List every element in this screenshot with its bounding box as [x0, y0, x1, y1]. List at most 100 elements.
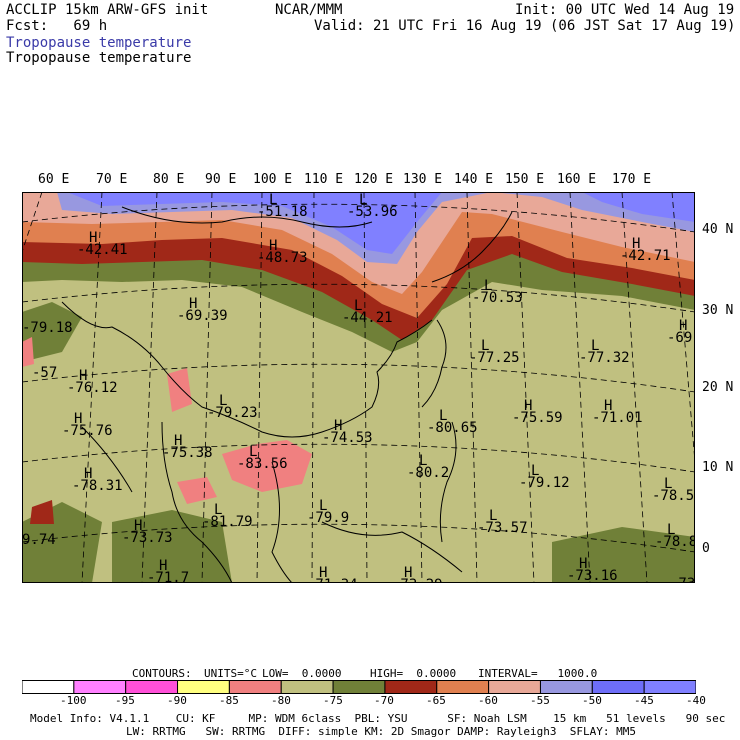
colorbar-cell: [22, 680, 75, 694]
low-center-marker: L: [489, 508, 497, 524]
center-value: -71.01: [592, 410, 643, 426]
center-value: -73.73: [122, 530, 173, 546]
colorbar-tick-label: -60: [478, 694, 498, 707]
high-center-marker: H: [679, 318, 687, 334]
center-value: -80.65: [427, 420, 478, 436]
center-value: -79.23: [207, 405, 258, 421]
high-center-marker: H: [159, 558, 167, 574]
center-value: -79.18: [22, 320, 73, 336]
low-center-marker: L: [319, 498, 327, 514]
center-value: -73.29: [392, 577, 443, 583]
colorbar-tick-label: -65: [426, 694, 446, 707]
center-value: -74.53: [322, 430, 373, 446]
colorbar-tick-label: -50: [582, 694, 602, 707]
low-center-marker: L: [359, 192, 367, 208]
colorbar-tick-label: -45: [634, 694, 654, 707]
center-value: -80.2: [407, 465, 449, 481]
colorbar-cell: [177, 680, 230, 694]
colorbar-tick-label: -55: [530, 694, 550, 707]
colorbar-cell: [488, 680, 541, 694]
colorbar-cell: [384, 680, 438, 694]
colorbar-tick-label: -100: [60, 694, 87, 707]
center-value: -75.59: [512, 410, 563, 426]
lon-label: 90 E: [205, 172, 237, 187]
model-info-line2: LW: RRTMG SW: RRTMG DIFF: simple KM: 2D …: [126, 725, 636, 738]
center-value: -42.71: [620, 248, 671, 264]
center-value: -44.21: [342, 310, 393, 326]
center-value: -69.39: [177, 308, 228, 324]
lon-label: 60 E: [38, 172, 70, 187]
init-time: Init: 00 UTC Wed 14 Aug 19: [515, 2, 735, 18]
center-value: -76.12: [67, 380, 118, 396]
colorbar-tick-label: -80: [271, 694, 291, 707]
center-value: -73: [670, 576, 695, 583]
low-center-marker: L: [591, 338, 599, 354]
center-value: -71.34: [307, 577, 358, 583]
field-title-blue: Tropopause temperature: [6, 35, 192, 51]
field-patch-cold: [22, 337, 34, 367]
center-value: -78.8: [655, 534, 695, 550]
center-value: -57: [32, 365, 57, 381]
high-center-marker: H: [604, 398, 612, 414]
center-value: -78.31: [72, 478, 123, 494]
high-center-marker: H: [404, 565, 412, 581]
model-title: ACCLIP 15km ARW-GFS init: [6, 2, 209, 18]
colorbar-cell: [643, 680, 696, 694]
lat-label: 40 N: [702, 222, 734, 237]
pressure-centers: L-51.18L-53.96H-42.41 H-48.73H-42.71L-44.…: [22, 192, 695, 583]
low-center-marker: L: [439, 408, 447, 424]
lon-label: 130 E: [403, 172, 443, 187]
lon-label: 100 E: [253, 172, 293, 187]
colorbar-cell: [332, 680, 386, 694]
high-center-marker: H: [134, 518, 142, 534]
coastlines: [61, 206, 513, 583]
lon-label: 170 E: [612, 172, 652, 187]
center-value: -75.38: [162, 445, 213, 461]
high-center-marker: H: [269, 238, 277, 254]
center-value: -69: [667, 330, 692, 346]
colorbar-tick-label: -90: [167, 694, 187, 707]
high-center-marker: H: [84, 466, 92, 482]
center-value: -70.53: [472, 290, 523, 306]
lon-label: 80 E: [153, 172, 185, 187]
center-value: -53.96: [347, 204, 398, 220]
field-patch-dark: [552, 527, 695, 583]
center-value: -51.18: [257, 204, 308, 220]
low-center-marker: L: [214, 502, 222, 518]
center-value: -78.5: [652, 488, 694, 504]
low-center-marker: L: [664, 476, 672, 492]
high-center-marker: H: [524, 398, 532, 414]
valid-time: Valid: 21 UTC Fri 16 Aug 19 (06 JST Sat …: [314, 18, 736, 34]
lon-label: 160 E: [557, 172, 597, 187]
colorbar-cell: [125, 680, 179, 694]
lat-label: 20 N: [702, 380, 734, 395]
lon-label: 150 E: [505, 172, 545, 187]
colorbar-cell: [436, 680, 490, 694]
low-center-marker: L: [484, 278, 492, 294]
center-value: -77.25: [469, 350, 520, 366]
center-value: -71.7: [147, 570, 189, 583]
colorbar-tick-label: -75: [323, 694, 343, 707]
lon-label: 140 E: [454, 172, 494, 187]
colorbar-tick-label: -70: [374, 694, 394, 707]
field-title-black: Tropopause temperature: [6, 50, 192, 66]
map-panel: L-51.18L-53.96H-42.41 H-48.73H-42.71L-44.…: [22, 192, 695, 583]
lon-label: 70 E: [96, 172, 128, 187]
high-center-marker: H: [174, 433, 182, 449]
high-center-marker: H: [319, 565, 327, 581]
low-center-marker: L: [354, 298, 362, 314]
high-center-marker: H: [89, 230, 97, 246]
lat-label: 30 N: [702, 303, 734, 318]
center-value: -79.9: [307, 510, 349, 526]
low-center-marker: L: [219, 393, 227, 409]
low-center-marker: L: [667, 522, 675, 538]
high-center-marker: H: [632, 236, 640, 252]
field-band-blue: [582, 192, 695, 222]
field-patch-cold: [222, 440, 312, 492]
center-value: -48.73: [257, 250, 308, 266]
low-center-marker: L: [269, 192, 277, 208]
latlon-grid: [22, 192, 695, 583]
lon-label: 120 E: [354, 172, 394, 187]
center-value: -79.12: [519, 475, 570, 491]
colorbar-tick-label: -40: [686, 694, 706, 707]
